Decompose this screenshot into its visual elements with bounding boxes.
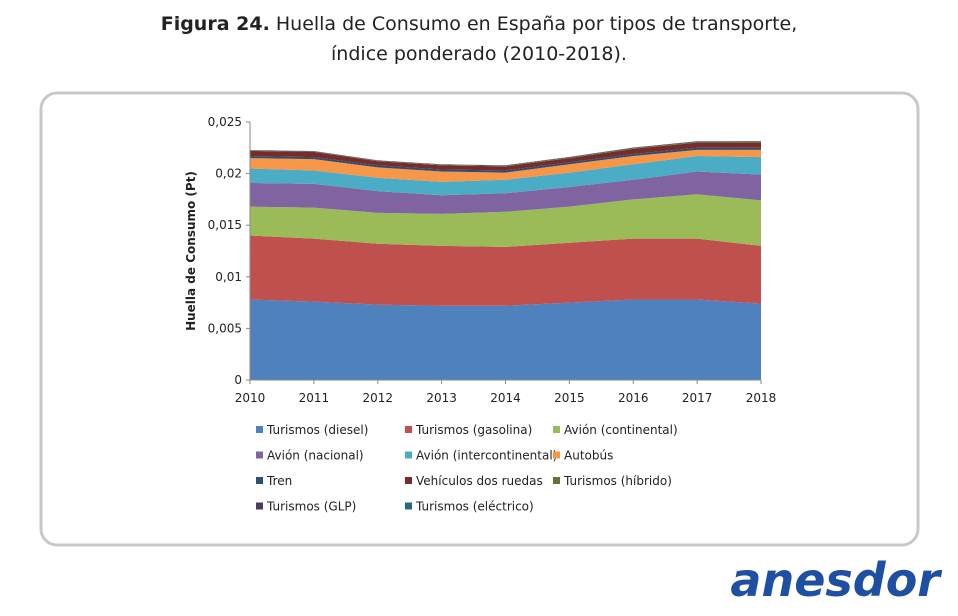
legend-swatch	[405, 426, 412, 433]
y-tick-label: 0,015	[208, 218, 242, 232]
legend-swatch	[405, 451, 412, 459]
legend-swatch	[405, 502, 412, 510]
x-tick-label: 2015	[554, 391, 585, 405]
legend-label: Turismos (híbrido)	[563, 474, 672, 488]
plot: 0 0,005 0,01 0,015 0,02 0,025 2010 2011 2012 2013…	[208, 115, 777, 514]
logo: anesdor	[730, 553, 943, 607]
legend-label: Tren	[266, 474, 292, 488]
legend-label: Avión (continental)	[564, 423, 678, 437]
area	[250, 142, 761, 171]
y-tick-label: 0	[234, 373, 242, 387]
legend-swatch	[256, 477, 263, 484]
area	[250, 194, 761, 247]
legend-label: Autobús	[564, 449, 613, 463]
legend-label: Turismos (gasolina)	[415, 423, 532, 437]
legend-swatch	[256, 426, 263, 433]
legend-label: Turismos (eléctrico)	[415, 500, 534, 514]
x-tick-label: 2017	[682, 391, 713, 405]
area	[250, 171, 761, 214]
x-tick-label: 2016	[618, 391, 649, 405]
x-tick-label: 2013	[426, 391, 457, 405]
area	[250, 149, 761, 182]
x-tick-label: 2018	[746, 391, 777, 405]
y-tick-label: 0,025	[208, 115, 242, 129]
legend-label: Vehículos dos ruedas	[416, 474, 543, 488]
area	[250, 299, 761, 380]
chart-title: Figura 24. Huella de Consumo en España p…	[161, 13, 798, 35]
legend-swatch	[405, 477, 412, 484]
y-tick-label: 0,02	[215, 167, 242, 181]
legend-swatch	[553, 426, 560, 433]
legend-swatch	[256, 451, 263, 459]
legend-swatch	[256, 502, 263, 510]
legend-swatch	[553, 451, 560, 459]
chart-title-line2: índice ponderado (2010-2018).	[331, 43, 627, 65]
x-tick-label: 2014	[490, 391, 521, 405]
legend-label: Avión (nacional)	[267, 449, 364, 463]
title-text: Huella de Consumo en España por tipos de…	[276, 13, 797, 35]
x-tick-label: 2011	[299, 391, 330, 405]
legend-label: Turismos (diesel)	[266, 423, 368, 437]
area	[250, 235, 761, 306]
x-tick-label: 2012	[362, 391, 393, 405]
y-axis-title: Huella de Consumo (Pt)	[184, 171, 198, 331]
y-tick-label: 0,005	[208, 321, 242, 335]
area	[250, 156, 761, 196]
legend-label: Turismos (GLP)	[266, 500, 356, 514]
y-tick-label: 0,01	[215, 270, 242, 284]
title-label: Figura 24.	[161, 13, 270, 35]
legend-label: Avión (intercontinental)	[416, 449, 557, 463]
x-tick-label: 2010	[235, 391, 266, 405]
legend-swatch	[553, 477, 560, 484]
